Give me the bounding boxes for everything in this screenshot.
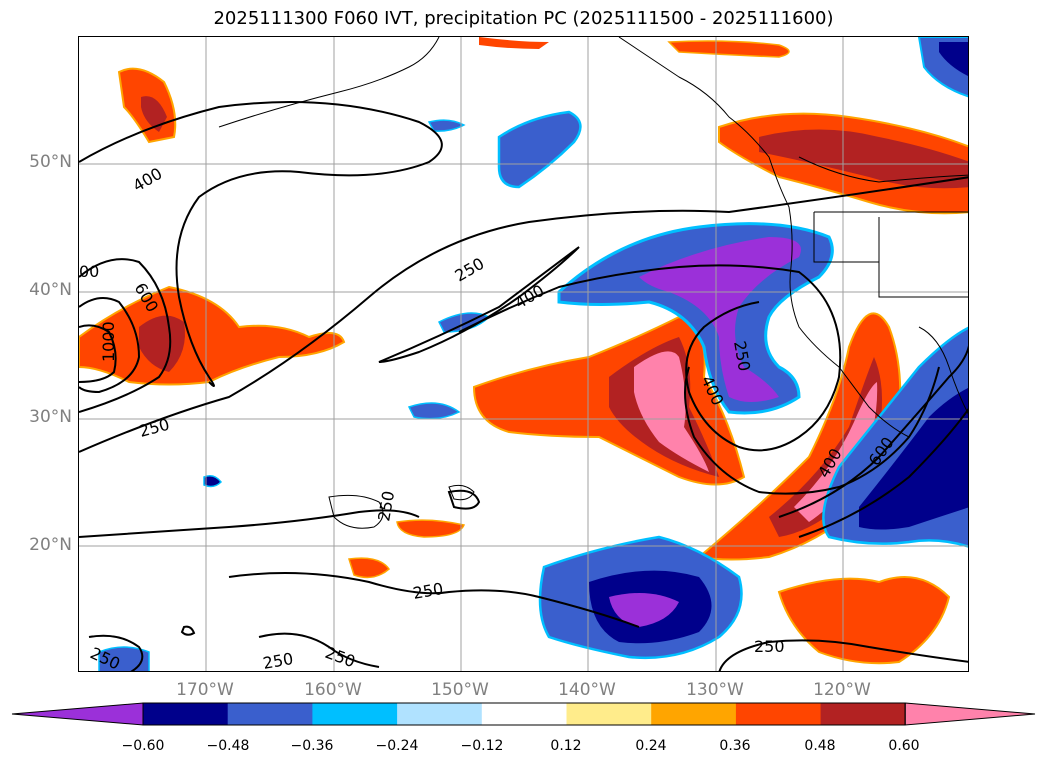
map-title: 2025111300 F060 IVT, precipitation PC (2… <box>213 8 834 29</box>
map-canvas: 400 250 400 600 1000 250 250 250 250 250… <box>79 37 968 672</box>
label-250-s2: 250 <box>411 579 444 603</box>
lon-label-140w: 140°W <box>558 680 616 700</box>
label-250-s1: 250 <box>374 489 398 522</box>
colorbar-tick-5: 0.12 <box>550 738 582 754</box>
lat-label-30: 30°N <box>29 407 72 427</box>
coastlines <box>218 37 968 529</box>
colorbar-tick-4: −0.12 <box>460 738 504 754</box>
colorbar-tick-7: 0.36 <box>719 738 751 754</box>
colorbar-tick-3: −0.24 <box>375 738 419 754</box>
colorbar-extend-low <box>11 702 144 726</box>
colorbar-segment <box>651 703 737 725</box>
graticule <box>79 37 968 671</box>
colorbar-segment <box>735 703 822 725</box>
precip-shading <box>79 37 968 671</box>
colorbar-tick-1: −0.48 <box>206 738 250 754</box>
colorbar-segments <box>11 702 1036 726</box>
colorbar-segment <box>227 703 313 725</box>
label-250-mid: 250 <box>452 254 488 286</box>
colorbar-segment <box>397 703 483 725</box>
colorbar-segment <box>820 703 906 725</box>
label-1000-w: 1000 <box>99 321 118 362</box>
lat-label-40: 40°N <box>29 280 72 300</box>
label-250-s5: 250 <box>323 643 358 671</box>
colorbar-tick-9: 0.60 <box>888 738 920 754</box>
label-400-nw: 400 <box>130 164 166 196</box>
colorbar-tick-8: 0.48 <box>804 738 836 754</box>
lon-label-170w: 170°W <box>176 680 234 700</box>
lat-label-20: 20°N <box>29 535 72 555</box>
colorbar-tick-6: 0.24 <box>635 738 667 754</box>
label-250-se: 250 <box>754 637 785 656</box>
label-400-mid: 400 <box>512 281 548 313</box>
colorbar-segment <box>143 703 229 725</box>
lon-label-130w: 130°W <box>686 680 744 700</box>
colorbar-tick-2: −0.36 <box>290 738 334 754</box>
colorbar-segment <box>481 703 567 725</box>
colorbar-segment <box>566 703 652 725</box>
colorbar-tick-0: −0.60 <box>121 738 165 754</box>
lat-label-50: 50°N <box>29 152 72 172</box>
ivt-contours <box>79 101 968 671</box>
label-00-w: 00 <box>79 262 99 281</box>
colorbar <box>11 702 1036 726</box>
lon-label-120w: 120°W <box>813 680 871 700</box>
lon-label-160w: 160°W <box>304 680 362 700</box>
map-panel[interactable]: 400 250 400 600 1000 250 250 250 250 250… <box>78 36 969 672</box>
label-250-s4: 250 <box>261 649 294 672</box>
colorbar-extend-high <box>904 702 1036 726</box>
lon-label-150w: 150°W <box>431 680 489 700</box>
colorbar-segment <box>312 703 398 725</box>
